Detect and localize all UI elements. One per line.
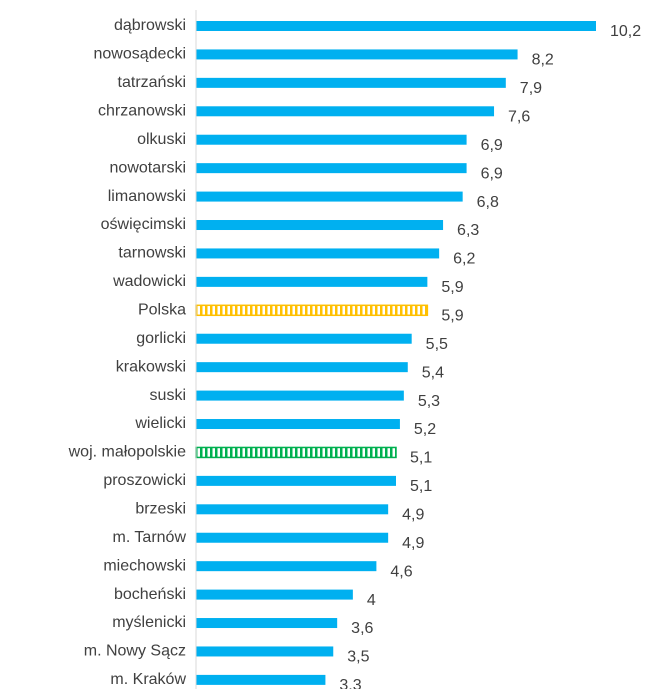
category-label: suski (150, 387, 186, 404)
category-label: dąbrowski (114, 17, 186, 34)
bar (196, 362, 408, 373)
bar (195, 446, 397, 459)
category-label: oświęcimski (101, 216, 186, 233)
category-label: tarnowski (118, 245, 186, 262)
category-label: wielicki (134, 415, 186, 432)
category-label: m. Nowy Sącz (84, 643, 186, 660)
category-label: olkuski (137, 131, 186, 148)
value-label: 7,6 (508, 109, 530, 126)
value-label: 3,3 (339, 677, 361, 689)
bar (196, 49, 518, 60)
value-label: 6,2 (453, 251, 475, 268)
category-label: miechowski (103, 557, 186, 574)
bar (196, 220, 444, 231)
value-label: 7,9 (520, 80, 542, 97)
bar (196, 191, 463, 202)
value-label: 4,6 (390, 563, 412, 580)
value-label: 3,6 (351, 620, 373, 637)
category-label: nowosądecki (94, 46, 187, 63)
category-label: proszowicki (103, 472, 186, 489)
category-label: krakowski (116, 358, 186, 375)
bar (196, 333, 412, 344)
category-label: nowotarski (110, 159, 186, 176)
category-label: bocheński (114, 586, 186, 603)
category-label: gorlicki (136, 330, 186, 347)
bar (195, 304, 429, 317)
category-label: tatrzański (118, 74, 186, 91)
value-label: 6,8 (477, 194, 499, 211)
value-label: 4,9 (402, 535, 424, 552)
value-label: 6,3 (457, 222, 479, 239)
value-label: 5,9 (441, 279, 463, 296)
bar (196, 134, 467, 145)
value-label: 5,5 (426, 336, 448, 353)
bar (196, 248, 440, 259)
bar (196, 276, 428, 287)
value-label: 8,2 (532, 52, 554, 69)
category-label: m. Tarnów (112, 529, 186, 546)
category-label: myślenicki (112, 614, 186, 631)
value-label: 5,4 (422, 364, 444, 381)
value-label: 10,2 (610, 23, 641, 40)
bar (196, 106, 495, 117)
bar (196, 674, 326, 685)
bar (196, 21, 596, 31)
bar (196, 504, 389, 515)
category-label: Polska (138, 302, 186, 319)
category-label: limanowski (108, 188, 186, 205)
value-label: 4,9 (402, 507, 424, 524)
bar (196, 163, 467, 174)
bar (196, 532, 389, 543)
value-label: 5,1 (410, 450, 432, 467)
value-label: 6,9 (481, 165, 503, 182)
category-label: woj. małopolskie (68, 444, 186, 461)
bar (196, 77, 506, 88)
bar (196, 561, 377, 572)
category-label: chrzanowski (98, 103, 186, 120)
value-label: 5,1 (410, 478, 432, 495)
value-label: 3,5 (347, 649, 369, 666)
bar (196, 646, 334, 657)
bar (196, 618, 338, 629)
category-label: brzeski (135, 501, 186, 518)
value-label: 5,9 (441, 308, 463, 325)
category-label: m. Kraków (110, 671, 186, 688)
bar (196, 419, 400, 430)
value-label: 6,9 (481, 137, 503, 154)
bar (196, 589, 353, 600)
bar (196, 475, 396, 486)
value-label: 5,2 (414, 421, 436, 438)
value-label: 5,3 (418, 393, 440, 410)
value-label: 4 (367, 592, 376, 609)
category-label: wadowicki (112, 273, 186, 290)
bar (196, 390, 404, 401)
